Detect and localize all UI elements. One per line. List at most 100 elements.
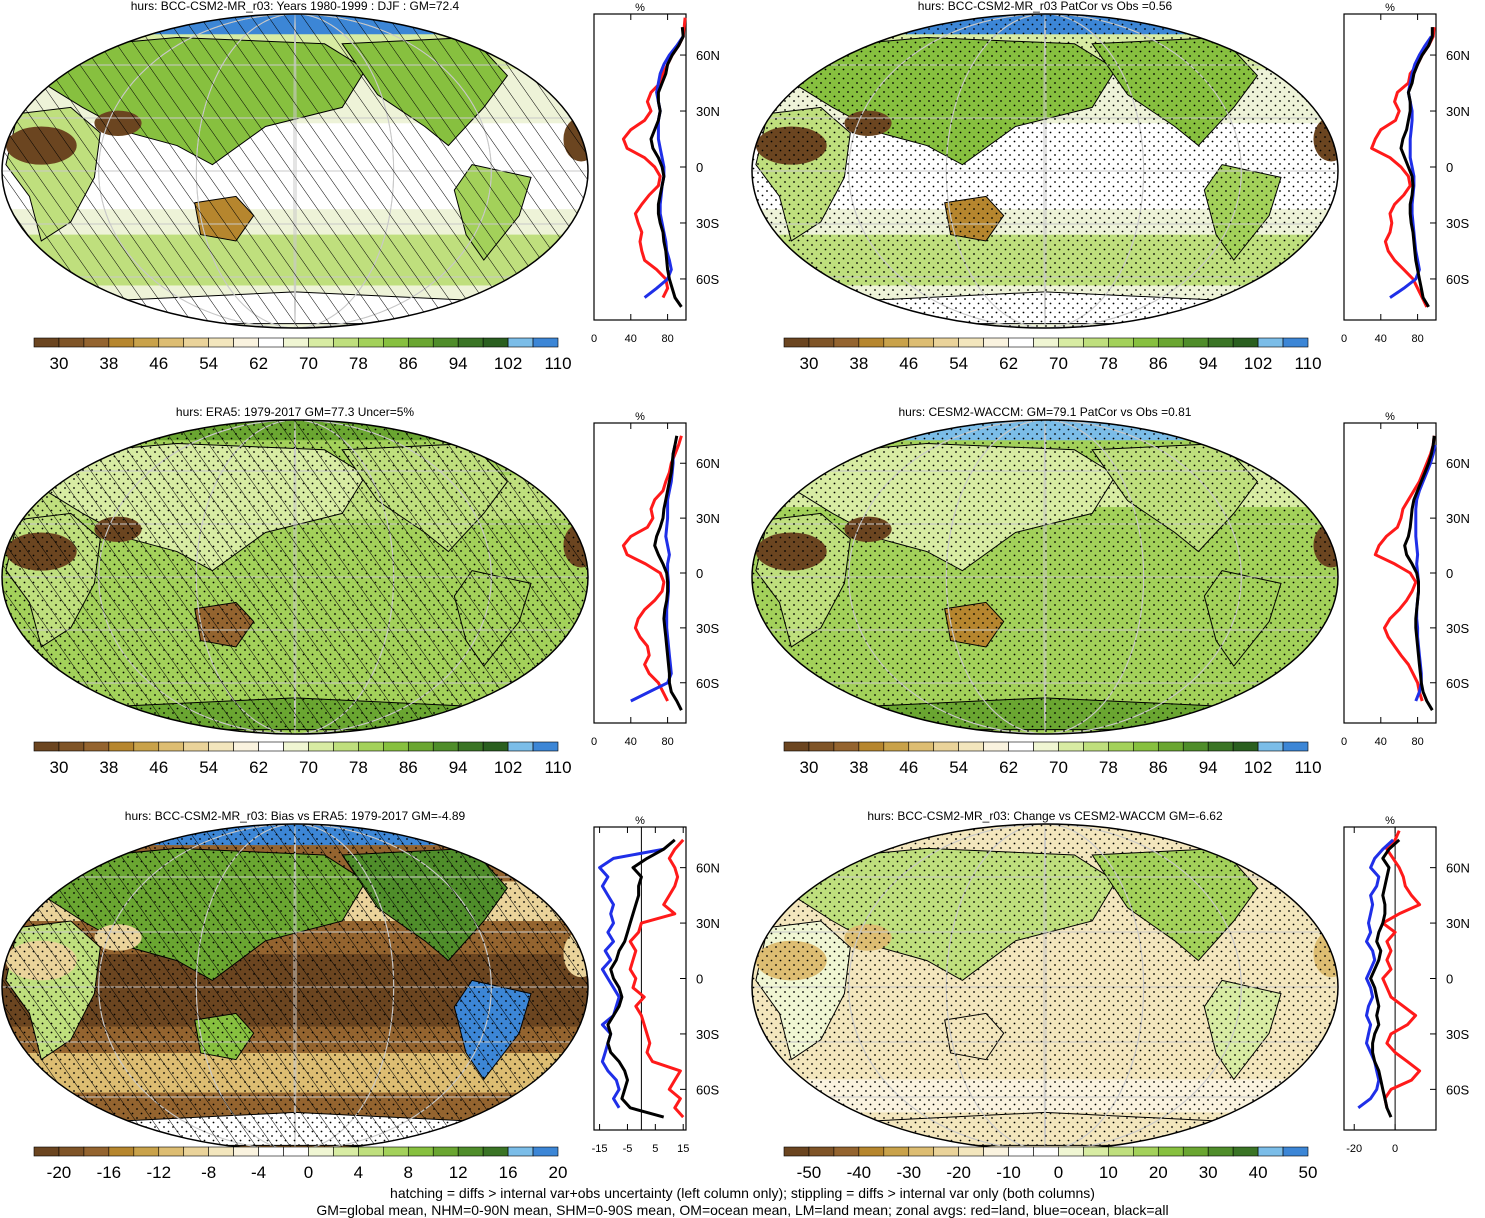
colorbar-box <box>108 337 135 348</box>
zonal-unit: % <box>1385 2 1395 14</box>
colorbar-label: 30 <box>49 354 68 373</box>
colorbar-box <box>1232 337 1259 348</box>
colorbar-label: 54 <box>949 354 968 373</box>
colorbar-box <box>1232 741 1259 752</box>
colorbar-box <box>908 337 935 348</box>
colorbar-label: 62 <box>999 758 1018 777</box>
colorbar-box <box>1182 337 1209 348</box>
colorbar-label: 62 <box>249 758 268 777</box>
colorbar-box <box>333 337 359 348</box>
zonal-series-all <box>1369 838 1401 1118</box>
colorbar-label: -8 <box>201 1163 216 1182</box>
colorbar-box <box>58 337 85 348</box>
colorbar-box <box>383 1146 409 1157</box>
x-tick-label: 80 <box>661 736 673 748</box>
colorbar-label: -20 <box>946 1163 971 1182</box>
colorbar-box <box>1157 337 1184 348</box>
zonal-series-land <box>621 435 683 702</box>
colorbar-label: 30 <box>799 354 818 373</box>
x-tick-label: 80 <box>661 333 673 345</box>
zonal-series-all <box>606 838 676 1119</box>
x-tick-label: -15 <box>592 1143 608 1155</box>
colorbar-box <box>233 337 259 348</box>
stippling <box>752 14 1338 328</box>
panel-p6: hurs: BCC-CSM2-MR_r03: Change vs CESM2-W… <box>751 809 1470 1182</box>
colorbar-label: 94 <box>1199 758 1218 777</box>
colorbar-box <box>482 1146 509 1157</box>
colorbar-box <box>1008 741 1034 752</box>
map <box>752 824 1338 1150</box>
colorbar-box <box>457 337 484 348</box>
colorbar-label: 46 <box>149 354 168 373</box>
colorbar-box <box>1207 1146 1234 1157</box>
colorbar-box <box>1282 1146 1309 1157</box>
colorbar-box <box>333 741 359 752</box>
colorbar-label: 54 <box>949 758 968 777</box>
colorbar-box <box>358 1146 384 1157</box>
lat-label: 60S <box>1446 676 1469 691</box>
map-border <box>1 13 589 329</box>
lat-label: 0 <box>696 972 703 987</box>
colorbar-box <box>158 1146 185 1157</box>
colorbar-label: 70 <box>299 354 318 373</box>
colorbar-box <box>233 1146 259 1157</box>
x-tick-label: 0 <box>1341 736 1347 748</box>
colorbar-box <box>158 337 185 348</box>
colorbar-label: 62 <box>999 354 1018 373</box>
colorbar-box <box>532 741 559 752</box>
colorbar-label: 38 <box>849 758 868 777</box>
colorbar-box <box>883 337 910 348</box>
colorbar-box <box>1282 337 1309 348</box>
zonal-unit: % <box>635 2 645 14</box>
colorbar-label: -40 <box>847 1163 872 1182</box>
colorbar-box <box>1058 1146 1084 1157</box>
colorbar-label: 46 <box>899 354 918 373</box>
colorbar-label: -4 <box>251 1163 266 1182</box>
colorbar-box <box>133 741 160 752</box>
colorbar-box <box>933 337 959 348</box>
lat-label: 60N <box>1446 861 1470 876</box>
colorbar-box <box>258 337 284 348</box>
colorbar-box <box>1108 1146 1134 1157</box>
zonal-plot: % 60N 30N 0 30S 60S 0 40 80 <box>1341 411 1470 748</box>
colorbar-box <box>833 741 860 752</box>
colorbar-box <box>1257 1146 1284 1157</box>
colorbar-box <box>507 337 534 348</box>
colorbar-label: 94 <box>449 758 468 777</box>
colorbar-box <box>1108 337 1134 348</box>
colorbar-label: 102 <box>494 758 522 777</box>
colorbar-label: 78 <box>1099 758 1118 777</box>
colorbar-box <box>208 1146 234 1157</box>
panel-title: hurs: BCC-CSM2-MR_r03: Change vs CESM2-W… <box>867 809 1223 823</box>
colorbar-label: 46 <box>149 758 168 777</box>
colorbar-box <box>983 337 1009 348</box>
colorbar-label: 38 <box>99 758 118 777</box>
colorbar-box <box>308 741 334 752</box>
colorbar-box <box>908 1146 935 1157</box>
colorbar-label: 8 <box>404 1163 413 1182</box>
zonal-plot: % 60N 30N 0 30S 60S 0 40 80 <box>1341 2 1470 345</box>
colorbar-box <box>58 1146 85 1157</box>
zonal-series-land <box>1381 830 1422 1109</box>
colorbar-box <box>1033 741 1059 752</box>
x-tick-label: 80 <box>1411 333 1423 345</box>
map-border <box>751 419 1339 735</box>
colorbar-label: 20 <box>1149 1163 1168 1182</box>
colorbar-box <box>808 1146 835 1157</box>
colorbar-box <box>1033 337 1059 348</box>
colorbar-label: 0 <box>304 1163 313 1182</box>
map <box>2 824 588 1150</box>
colorbar-label: 78 <box>1099 354 1118 373</box>
colorbar-box <box>183 741 209 752</box>
colorbar-box <box>258 741 284 752</box>
colorbar-label: 54 <box>199 354 218 373</box>
x-tick-label: 0 <box>1392 1143 1398 1155</box>
colorbar-label: 0 <box>1054 1163 1063 1182</box>
panel-title: hurs: BCC-CSM2-MR_r03: Years 1980-1999 :… <box>131 0 460 13</box>
zonal-unit: % <box>635 815 645 827</box>
colorbar-box <box>83 337 110 348</box>
lat-label: 60N <box>1446 456 1470 471</box>
colorbar-box <box>1058 337 1084 348</box>
zonal-plot: % 60N 30N 0 30S 60S -15 -5 5 15 <box>592 815 720 1155</box>
